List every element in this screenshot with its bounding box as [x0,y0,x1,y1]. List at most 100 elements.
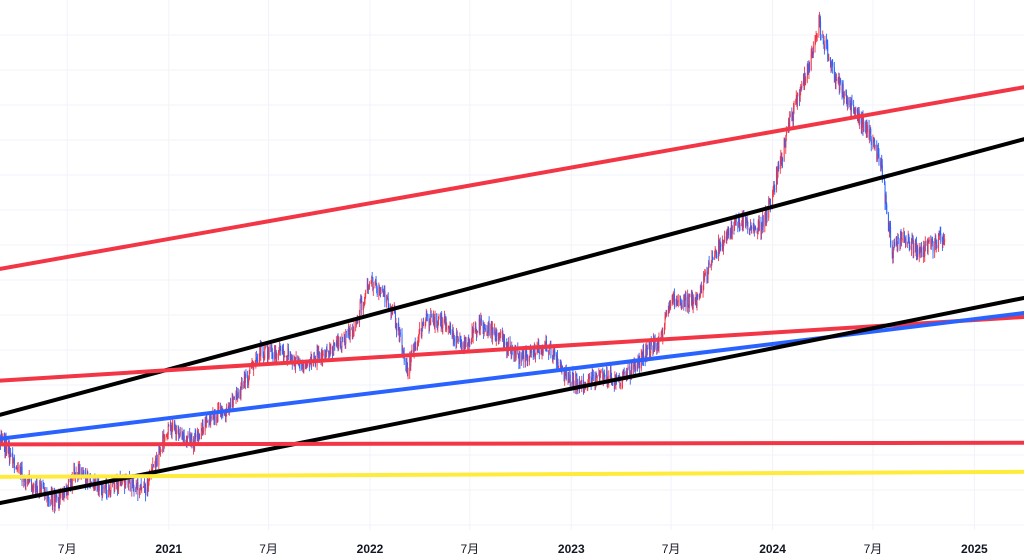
candle-body [515,348,517,358]
candle-body [262,346,264,354]
candle-body [120,483,122,486]
candle-body [361,300,363,311]
candle-body [727,226,729,239]
candle-body [287,348,289,360]
candle-body [830,57,831,64]
candle-body [711,256,713,262]
candle-body [484,327,486,331]
candle-body [241,382,243,389]
candle-body [360,300,362,302]
candle-body [81,473,83,476]
candle-body [517,348,519,355]
candle-body [897,237,899,251]
trend-line-2[interactable] [0,137,1024,417]
candle-body [283,348,284,361]
candle-body [746,218,748,222]
candle-body [303,363,305,371]
candle-body [490,327,492,335]
candle-body [459,338,461,342]
candle-body [529,357,530,362]
candle-body [907,234,909,243]
candle-body [271,346,273,355]
candle-body [349,334,351,337]
candle-body [535,353,536,359]
candle-body [70,482,72,489]
candle-body [862,116,863,124]
candle-body [733,226,735,231]
candle-body [639,362,641,369]
candle-body [163,434,165,447]
candle-body [742,215,744,228]
trend-lines[interactable] [0,85,1024,506]
candle-body [106,482,107,495]
candle-body [782,157,784,162]
candle-body [258,360,260,362]
trend-line-5[interactable] [0,295,1024,506]
candle-body [357,319,359,323]
candle-body [854,112,856,114]
candle-body [837,79,839,81]
candle-body [496,332,498,337]
candle-body [9,453,11,461]
candle-body [25,482,26,485]
candle-body [41,483,42,494]
candle-body [656,338,658,352]
candle-body [121,480,123,484]
candle-body [336,340,338,346]
candle-body [631,363,632,376]
candle-body [274,346,276,359]
candle-body [495,336,497,341]
candle-body [472,329,474,338]
candle-body [329,345,331,358]
candle-body [859,113,861,125]
candle-body [476,332,478,336]
x-tick-label: 2021 [155,542,182,556]
candle-body [208,421,210,423]
candle-body [109,490,111,494]
candle-body [723,240,725,244]
candle-body [175,429,177,435]
trend-line-7[interactable] [0,469,1024,479]
candle-body [326,348,327,357]
candle-body [772,192,774,194]
candle-body [98,484,100,491]
candle-body [931,238,933,243]
candle-body [396,323,398,331]
candle-body [448,326,450,328]
candle-body [531,351,533,353]
candle-body [888,226,890,232]
candle-body [828,57,830,61]
candle-body [847,98,849,105]
candle-body [517,354,519,357]
candle-body [110,481,112,494]
candle-body [168,425,170,427]
candle-body [109,490,111,492]
candle-body [754,226,756,231]
trend-line-3[interactable] [0,314,1024,383]
candle-body [669,305,670,312]
candle-body [909,245,911,250]
candle-body [418,336,420,343]
candle-body [160,451,162,455]
candle-body [329,345,331,350]
candle-body [101,494,103,497]
trend-line-6[interactable] [0,440,1024,447]
candle-body [666,313,668,315]
candle-body [436,323,438,328]
candle-body [231,398,233,407]
candle-body [482,320,484,328]
candle-body [788,122,790,128]
candle-body [178,434,180,438]
candle-body [283,356,285,361]
candle-body [461,342,463,351]
candle-body [592,374,594,376]
candle-body [774,188,776,190]
candle-body [1,441,3,443]
candle-body [237,391,239,398]
candle-body [339,337,341,347]
candle-body [934,241,936,253]
candle-body [803,75,804,83]
trend-line-1[interactable] [0,85,1024,271]
candle-body [171,427,173,433]
